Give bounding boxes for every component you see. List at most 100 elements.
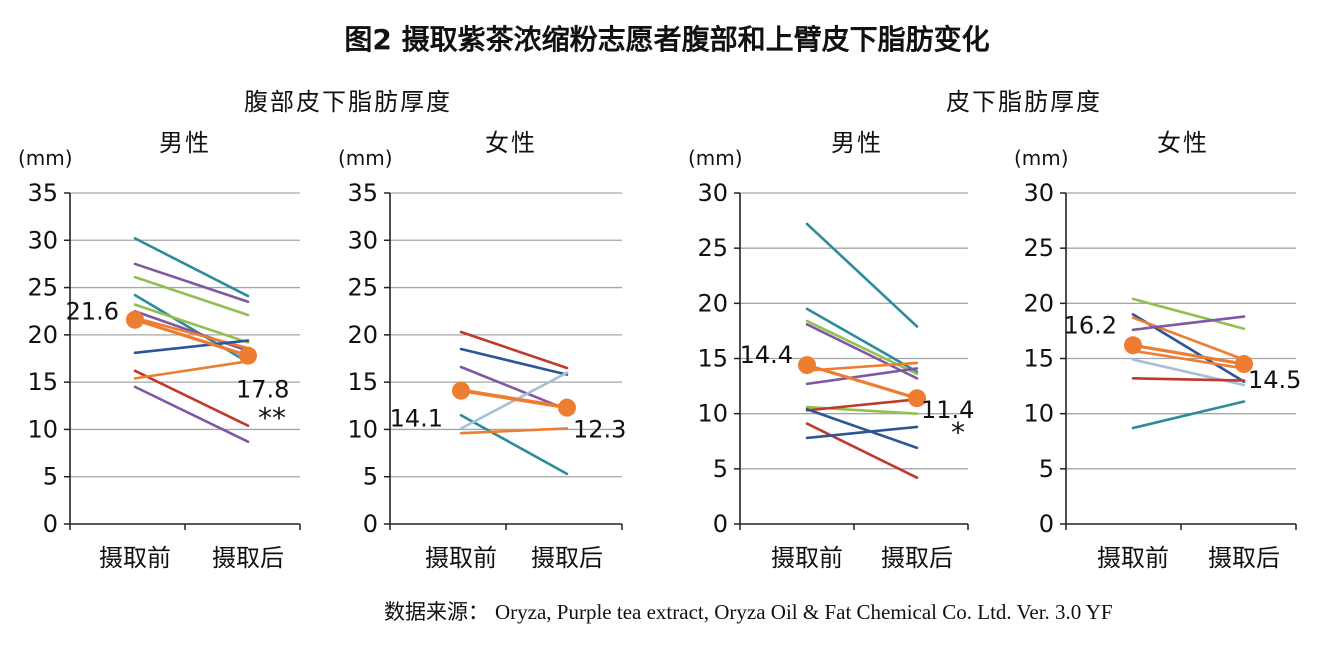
y-tick-label: 5 bbox=[363, 463, 378, 491]
y-tick-label: 20 bbox=[697, 289, 728, 317]
series-line bbox=[459, 365, 569, 411]
figure-title: 图2 摄取紫茶浓缩粉志愿者腹部和上臂皮下脂肪变化 bbox=[344, 23, 990, 56]
mean-data-label: 14.1 bbox=[390, 405, 443, 433]
series-line bbox=[1131, 315, 1246, 332]
y-unit-label: (mm) bbox=[338, 146, 393, 170]
mean-point bbox=[558, 398, 576, 417]
y-unit-label: (mm) bbox=[688, 146, 743, 170]
series-line bbox=[459, 347, 569, 376]
series-line bbox=[133, 262, 250, 304]
y-tick-label: 15 bbox=[1023, 345, 1054, 373]
series-line bbox=[1131, 297, 1246, 331]
mean-data-label: 12.3 bbox=[573, 416, 626, 444]
significance-marker: ** bbox=[258, 402, 286, 435]
mean-point bbox=[126, 310, 144, 329]
series-line bbox=[1131, 400, 1246, 430]
mean-data-label: 17.8 bbox=[236, 376, 289, 404]
y-tick-label: 0 bbox=[43, 510, 58, 538]
series-line bbox=[1131, 349, 1246, 370]
series-line bbox=[1131, 377, 1246, 382]
data-source-text: Oryza, Purple tea extract, Oryza Oil & F… bbox=[495, 600, 1113, 624]
series-line bbox=[805, 367, 919, 386]
significance-marker: * bbox=[951, 416, 965, 449]
x-category-label: 摄取后 bbox=[212, 544, 284, 572]
mean-point bbox=[908, 389, 926, 408]
y-tick-label: 35 bbox=[347, 179, 378, 207]
y-tick-label: 15 bbox=[347, 368, 378, 396]
mean-line bbox=[806, 363, 918, 400]
panel-title: 女性 bbox=[1157, 129, 1209, 157]
y-tick-label: 15 bbox=[27, 368, 58, 396]
x-category-label: 摄取前 bbox=[771, 544, 843, 572]
series-line bbox=[133, 303, 250, 344]
y-unit-label: (mm) bbox=[1014, 146, 1069, 170]
y-tick-label: 10 bbox=[697, 400, 728, 428]
y-tick-label: 0 bbox=[1039, 510, 1054, 538]
mean-line bbox=[460, 389, 568, 410]
y-tick-label: 10 bbox=[1023, 400, 1054, 428]
mean-data-label: 16.2 bbox=[1064, 311, 1117, 339]
mean-data-label: 21.6 bbox=[66, 298, 119, 326]
mean-data-label: 14.5 bbox=[1248, 366, 1301, 394]
group-title-arm: 皮下脂肪厚度 bbox=[946, 88, 1102, 116]
y-tick-label: 30 bbox=[1023, 179, 1054, 207]
y-tick-label: 35 bbox=[27, 179, 58, 207]
mean-point bbox=[1124, 336, 1142, 355]
y-tick-label: 30 bbox=[27, 226, 58, 254]
y-tick-label: 20 bbox=[27, 321, 58, 349]
series-line bbox=[459, 330, 569, 370]
series-line bbox=[805, 425, 919, 440]
y-tick-label: 10 bbox=[347, 415, 378, 443]
x-category-label: 摄取前 bbox=[99, 544, 171, 572]
y-tick-label: 30 bbox=[697, 179, 728, 207]
panel-title: 女性 bbox=[485, 129, 537, 157]
y-tick-label: 20 bbox=[1023, 289, 1054, 317]
series-line bbox=[133, 309, 250, 353]
mean-data-label: 14.4 bbox=[740, 341, 793, 369]
data-source: 数据来源： Oryza, Purple tea extract, Oryza Oi… bbox=[384, 596, 1113, 626]
mean-point bbox=[798, 356, 816, 375]
x-category-label: 摄取后 bbox=[531, 544, 603, 572]
mean-point bbox=[239, 346, 257, 365]
series-line bbox=[133, 369, 250, 427]
panel-title: 男性 bbox=[831, 129, 883, 157]
series-line bbox=[133, 339, 250, 355]
y-tick-label: 5 bbox=[1039, 455, 1054, 483]
mean-data-label: 11.4 bbox=[921, 396, 974, 424]
series-line bbox=[805, 407, 919, 450]
y-tick-label: 0 bbox=[363, 510, 378, 538]
series-line bbox=[805, 307, 919, 374]
x-category-label: 摄取前 bbox=[425, 544, 497, 572]
series-line bbox=[805, 222, 919, 328]
x-category-label: 摄取后 bbox=[1208, 544, 1280, 572]
y-tick-label: 25 bbox=[1023, 234, 1054, 262]
mean-point bbox=[1235, 355, 1253, 374]
y-tick-label: 25 bbox=[697, 234, 728, 262]
series-line bbox=[133, 237, 250, 298]
series-line bbox=[133, 385, 250, 444]
x-category-label: 摄取后 bbox=[881, 544, 953, 572]
series-line bbox=[805, 422, 919, 479]
series-line bbox=[805, 322, 919, 380]
mean-point bbox=[452, 381, 470, 400]
y-tick-label: 10 bbox=[27, 415, 58, 443]
series-line bbox=[133, 275, 250, 317]
x-category-label: 摄取前 bbox=[1097, 544, 1169, 572]
series-line bbox=[459, 427, 569, 435]
y-tick-label: 5 bbox=[713, 455, 728, 483]
mean-line bbox=[1132, 343, 1245, 366]
y-tick-label: 25 bbox=[347, 274, 378, 302]
y-tick-label: 0 bbox=[713, 510, 728, 538]
series-line bbox=[1131, 316, 1246, 361]
y-tick-label: 15 bbox=[697, 345, 728, 373]
data-source-label: 数据来源： bbox=[384, 600, 489, 624]
mean-line bbox=[134, 318, 249, 358]
y-tick-label: 25 bbox=[27, 274, 58, 302]
y-tick-label: 20 bbox=[347, 321, 378, 349]
panel-title: 男性 bbox=[159, 129, 211, 157]
series-line bbox=[133, 360, 250, 380]
y-tick-label: 5 bbox=[43, 463, 58, 491]
series-line bbox=[459, 413, 569, 476]
group-title-abdomen: 腹部皮下脂肪厚度 bbox=[244, 88, 452, 116]
